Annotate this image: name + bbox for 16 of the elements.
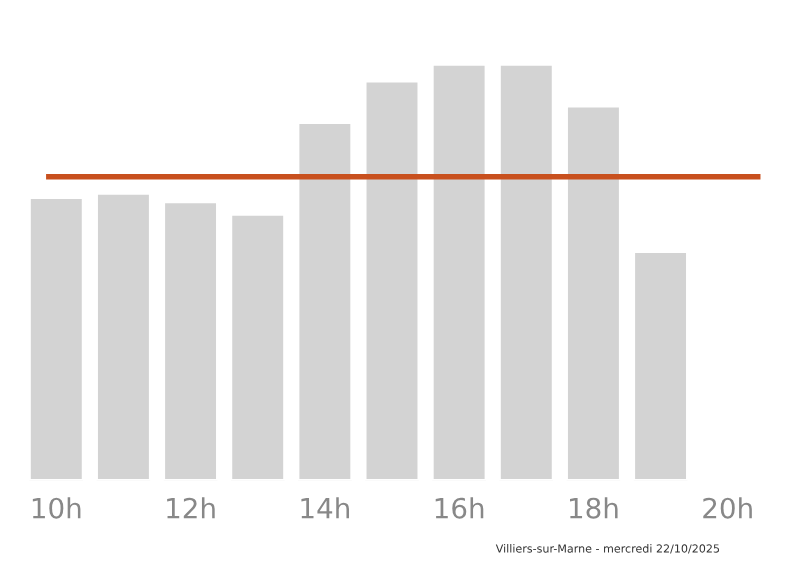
bar [632,250,689,481]
x-tick-label: 16h [435,497,484,519]
x-tick-label: 10h [32,497,81,519]
bar [430,63,488,481]
bar [28,196,85,481]
x-tick-label: 20h [703,497,752,519]
x-tick-label: 18h [570,497,618,519]
bar [95,192,152,481]
bar [565,104,622,481]
bar [296,121,354,481]
x-tick-label: 14h [301,497,349,519]
bar [229,212,286,481]
x-tick-label: 12h [167,497,215,519]
bar [363,79,421,481]
bar [498,63,555,481]
bar [162,200,219,481]
